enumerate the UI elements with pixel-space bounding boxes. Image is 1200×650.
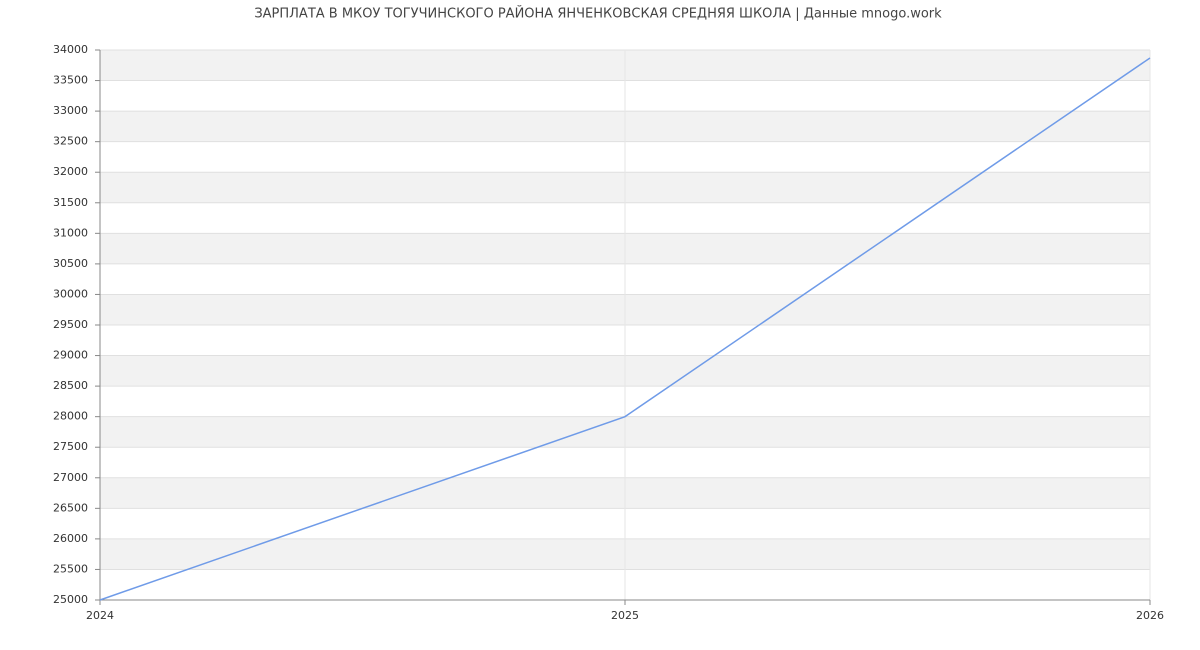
y-tick-label: 30000	[53, 287, 88, 300]
y-tick-label: 27000	[53, 471, 88, 484]
y-tick-label: 28500	[53, 379, 88, 392]
y-tick-label: 26500	[53, 501, 88, 514]
x-tick-label: 2024	[86, 609, 114, 622]
y-tick-label: 30500	[53, 257, 88, 270]
y-tick-label: 29000	[53, 349, 88, 362]
y-tick-label: 31000	[53, 226, 88, 239]
y-tick-label: 25500	[53, 562, 88, 575]
y-tick-label: 31500	[53, 196, 88, 209]
y-tick-label: 32500	[53, 135, 88, 148]
y-tick-label: 33500	[53, 74, 88, 87]
y-tick-label: 26000	[53, 532, 88, 545]
y-tick-label: 34000	[53, 43, 88, 56]
y-tick-label: 29500	[53, 318, 88, 331]
y-tick-label: 32000	[53, 165, 88, 178]
x-tick-label: 2025	[611, 609, 639, 622]
y-tick-label: 28000	[53, 410, 88, 423]
y-tick-label: 25000	[53, 593, 88, 606]
x-tick-label: 2026	[1136, 609, 1164, 622]
y-tick-label: 33000	[53, 104, 88, 117]
y-tick-label: 27500	[53, 440, 88, 453]
line-series	[99, 57, 1151, 601]
chart-title: ЗАРПЛАТА В МКОУ ТОГУЧИНСКОГО РАЙОНА ЯНЧЕ…	[254, 6, 942, 22]
